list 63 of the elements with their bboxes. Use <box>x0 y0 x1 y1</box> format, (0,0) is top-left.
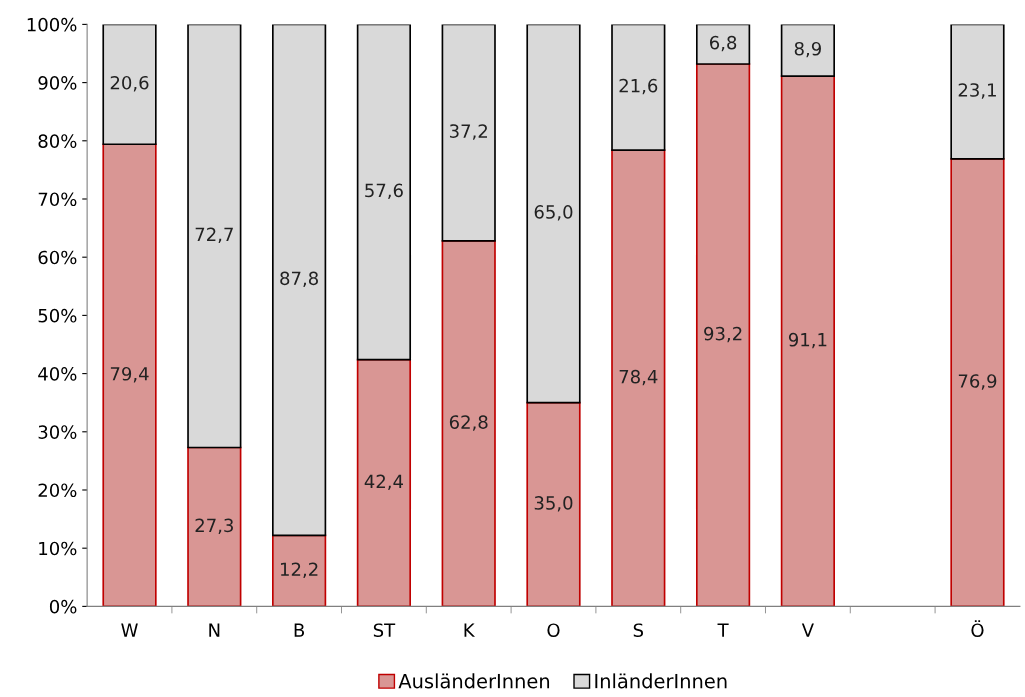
x-tick-label: N <box>209 623 220 637</box>
y-tick-label: 40% <box>38 367 77 381</box>
bar <box>356 358 412 607</box>
y-tick-label: 60% <box>38 250 77 265</box>
bar <box>271 24 327 537</box>
bar <box>187 446 242 607</box>
bar <box>441 240 496 607</box>
bar <box>950 158 1005 607</box>
x-tick-label: W <box>121 623 138 637</box>
data-label: 6,8 <box>709 35 737 52</box>
data-label: 8,9 <box>794 41 821 58</box>
bar <box>780 75 836 607</box>
y-tick-label: 80% <box>38 134 77 148</box>
y-tick-label: 50% <box>38 308 77 323</box>
legend-label: AusländerInnen <box>398 673 550 689</box>
data-label: 23,1 <box>958 83 996 99</box>
y-tick-label: 70% <box>38 192 77 207</box>
y-tick-label: 100% <box>27 17 77 32</box>
data-label: 37,2 <box>449 124 487 140</box>
y-tick-label: 20% <box>38 483 77 498</box>
bar <box>611 24 666 151</box>
data-label: 72,7 <box>195 227 233 244</box>
data-label: 79,4 <box>110 366 149 383</box>
bar <box>102 143 157 607</box>
bar <box>695 63 751 607</box>
bar <box>441 24 496 242</box>
bar <box>611 149 666 607</box>
data-label: 42,4 <box>364 474 403 491</box>
bar <box>695 24 751 65</box>
bar <box>187 24 242 449</box>
data-label: 62,8 <box>449 415 488 431</box>
x-tick-label: B <box>294 623 305 637</box>
data-label: 91,1 <box>788 332 827 349</box>
data-label: 87,8 <box>280 271 318 287</box>
legend-label: InländerInnen <box>595 673 727 689</box>
data-label: 21,6 <box>619 78 658 95</box>
bar <box>102 24 157 146</box>
x-tick-label: T <box>717 623 729 637</box>
y-tick-label: 30% <box>38 425 77 439</box>
data-label: 27,3 <box>195 518 233 535</box>
x-tick-label: ST <box>373 623 396 638</box>
bar <box>950 24 1005 160</box>
bar <box>526 401 581 607</box>
x-tick-label: K <box>464 623 475 637</box>
y-tick-label: 0% <box>49 599 77 614</box>
data-label: 93,2 <box>704 326 742 343</box>
data-label: 57,6 <box>365 183 403 200</box>
bar <box>526 24 581 404</box>
data-label: 78,4 <box>619 369 658 386</box>
y-tick-label: 10% <box>39 541 77 556</box>
x-tick-label: V <box>801 623 814 637</box>
bar <box>780 24 836 78</box>
data-label: 35,0 <box>534 496 573 512</box>
data-label: 20,6 <box>110 75 149 92</box>
x-tick-label: S <box>633 623 644 638</box>
bar <box>356 24 412 361</box>
data-label: 65,0 <box>534 205 573 221</box>
x-tick-label: O <box>547 623 560 638</box>
y-tick-label: 90% <box>38 76 77 90</box>
data-label: 12,2 <box>281 562 318 578</box>
x-tick-label: Ö <box>971 620 984 638</box>
bar <box>271 534 327 607</box>
data-label: 76,9 <box>958 374 997 390</box>
